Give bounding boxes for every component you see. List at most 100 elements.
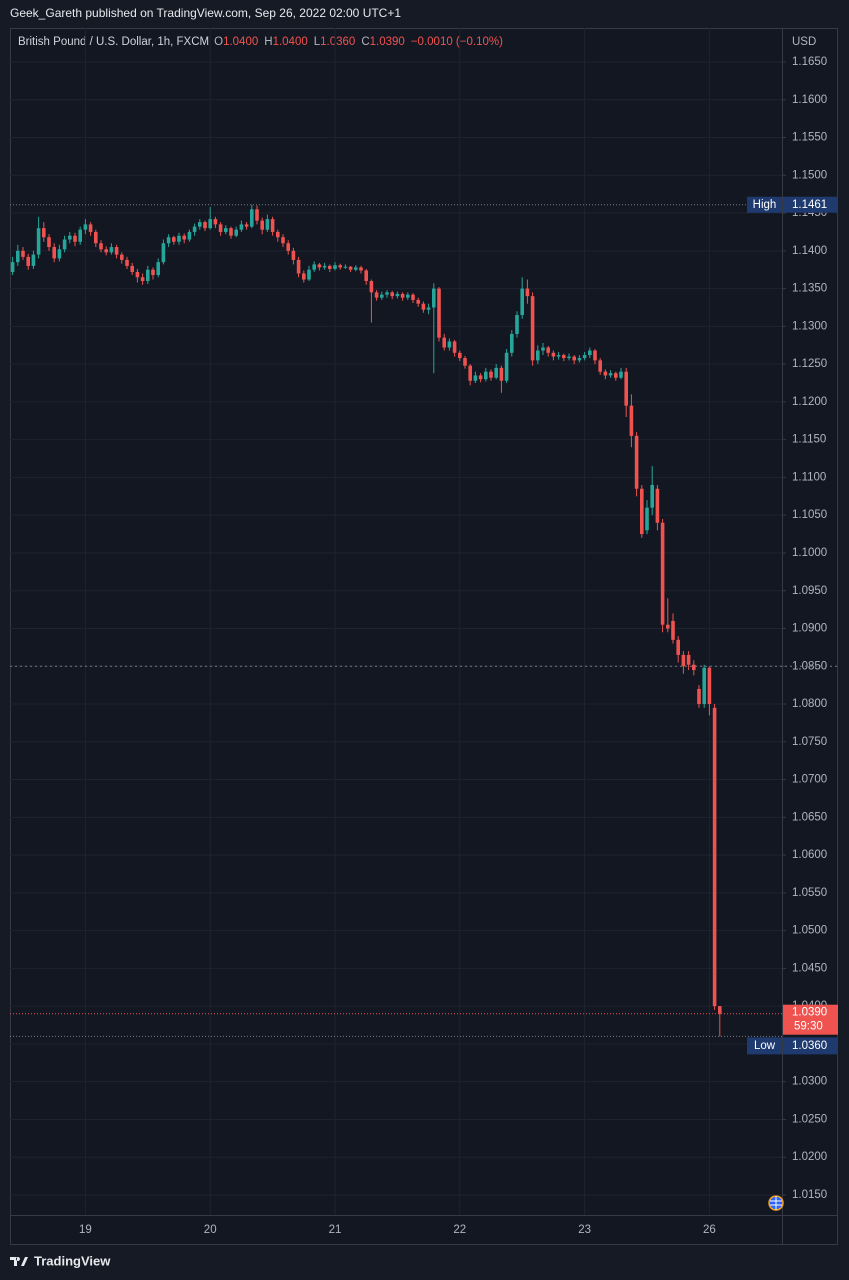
candle-body: [442, 337, 446, 348]
candle-body: [489, 371, 493, 378]
candle-body: [421, 303, 426, 310]
candle-body: [317, 264, 322, 268]
y-tick-label: 1.1550: [792, 132, 827, 144]
candle-body: [213, 219, 218, 225]
candle-body: [260, 220, 264, 230]
candle-body: [21, 250, 25, 257]
x-tick-label: 23: [578, 1224, 591, 1236]
high-value-box: [783, 196, 838, 213]
candle-body: [593, 350, 597, 361]
candle-body: [385, 292, 389, 295]
candle-body: [676, 639, 680, 655]
candle-body: [140, 277, 145, 282]
low-label: Low: [754, 1040, 776, 1052]
x-tick-label: 20: [204, 1224, 217, 1236]
chart-panel: [10, 28, 838, 1245]
candle-body: [312, 264, 316, 270]
x-tick-label: 19: [79, 1224, 92, 1236]
candle-body: [588, 350, 592, 356]
candle-body: [666, 624, 670, 629]
legend-open: 1.0400: [223, 36, 258, 48]
candle-body: [36, 228, 41, 255]
high-label-box: [747, 196, 782, 213]
candle-body: [686, 654, 691, 665]
candle-body: [692, 664, 696, 671]
candle-body: [114, 247, 119, 255]
candle-body: [608, 373, 613, 376]
low-value: 1.0360: [792, 1040, 827, 1052]
candle-body: [515, 315, 519, 334]
candle-body: [203, 222, 207, 229]
legend-c: C: [361, 36, 369, 48]
candle-body: [562, 355, 566, 359]
legend-high: 1.0400: [273, 36, 308, 48]
candle-body: [541, 347, 545, 351]
brand-logo: [10, 1257, 28, 1266]
candle-body: [406, 294, 410, 298]
candle-body: [577, 358, 582, 361]
candle-body: [681, 654, 686, 667]
candle-body: [463, 358, 467, 366]
candle-body: [354, 267, 358, 270]
candle-body: [146, 269, 150, 282]
candle-body: [94, 231, 98, 244]
candle-body: [484, 371, 488, 380]
candle-body: [697, 688, 701, 705]
candle-body: [307, 269, 311, 280]
y-tick-label: 1.0800: [792, 698, 827, 710]
y-tick-label: 1.1250: [792, 358, 827, 370]
candle-body: [650, 484, 654, 508]
y-tick-label: 1.1000: [792, 547, 827, 559]
last-price-value: 1.0390: [792, 1007, 827, 1019]
currency: USD: [792, 36, 816, 48]
y-tick-label: 1.0450: [792, 962, 827, 974]
candle-body: [572, 356, 576, 361]
y-tick-label: 1.1300: [792, 320, 827, 332]
candle-body: [156, 262, 160, 275]
candle-body: [416, 299, 420, 304]
candle-body: [47, 237, 51, 248]
candle-body: [224, 228, 228, 232]
legend: British Pound / U.S. Dollar, 1h, FXCM O1.…: [18, 36, 503, 48]
candle-body: [166, 237, 171, 244]
candle-body: [296, 259, 301, 274]
y-tick-label: 1.0600: [792, 849, 827, 861]
x-tick-label: 26: [703, 1224, 716, 1236]
y-tick-label: 1.1150: [792, 434, 826, 446]
candle-body: [582, 355, 587, 359]
candle-body: [229, 228, 233, 236]
y-tick-label: 1.1200: [792, 396, 827, 408]
candle-body: [411, 294, 415, 300]
candle-body: [78, 229, 82, 242]
candle-body: [73, 235, 77, 242]
candle-body: [104, 249, 108, 253]
candle-body: [42, 228, 46, 238]
candle-body: [504, 352, 509, 381]
candle-body: [234, 229, 238, 236]
y-tick-label: 1.1050: [792, 509, 827, 521]
candle-body: [135, 271, 140, 278]
candle-body: [286, 243, 290, 251]
candle-body: [343, 266, 348, 268]
candle-body: [255, 209, 259, 221]
logo-shape: [10, 1257, 28, 1266]
y-tick-label: 1.0700: [792, 774, 827, 786]
candle-body: [374, 292, 379, 298]
candle-body: [640, 488, 644, 535]
candle-body: [380, 294, 384, 298]
candle-body: [120, 254, 124, 260]
candle-body: [348, 266, 353, 270]
y-tick-label: 1.1100: [792, 471, 826, 483]
candle-body: [624, 371, 628, 406]
x-tick-label: 22: [453, 1224, 466, 1236]
legend-h: H: [264, 36, 272, 48]
last-price-box: [783, 1004, 838, 1035]
candle-body: [530, 296, 535, 361]
candle-body: [208, 219, 212, 229]
globe-lines: [770, 1196, 782, 1210]
candle-body: [151, 269, 155, 275]
candle-body: [218, 224, 223, 232]
candle-body: [655, 488, 660, 523]
